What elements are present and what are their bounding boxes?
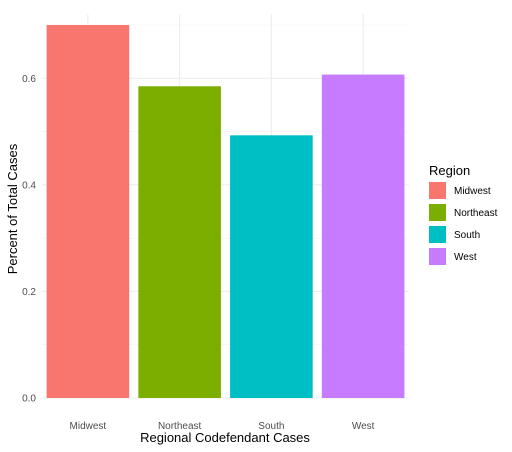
legend-label-south: South xyxy=(454,230,480,241)
y-tick-label: 0.4 xyxy=(22,180,36,191)
legend-swatch-south xyxy=(429,226,446,243)
bar-northeast xyxy=(138,86,221,399)
bar-midwest xyxy=(46,25,130,398)
x-axis-title: Regional Codefendant Cases xyxy=(140,430,310,445)
y-tick-label: 0.6 xyxy=(22,74,36,85)
y-tick-label: 0.0 xyxy=(22,394,36,405)
legend-swatch-midwest xyxy=(429,182,446,199)
x-tick-label: Midwest xyxy=(70,421,107,432)
y-axis-title: Percent of Total Cases xyxy=(5,143,20,274)
bars xyxy=(46,25,405,399)
legend-label-northeast: Northeast xyxy=(454,208,498,219)
x-tick-label: South xyxy=(258,421,284,432)
legend-label-west: West xyxy=(454,252,477,263)
legend-label-midwest: Midwest xyxy=(454,186,491,197)
bar-south xyxy=(230,135,313,398)
x-tick-label: Northeast xyxy=(158,421,202,432)
x-tick-label: West xyxy=(352,421,375,432)
legend-title: Region xyxy=(429,163,470,178)
y-axis-ticks: 0.0 0.2 0.4 0.6 xyxy=(22,74,36,405)
bar-west xyxy=(321,74,405,398)
legend-items: Midwest Northeast South West xyxy=(429,182,498,265)
legend-swatch-west xyxy=(429,248,446,265)
legend: Region Midwest Northeast South West xyxy=(429,163,498,265)
x-axis-ticks: Midwest Northeast South West xyxy=(70,421,375,432)
legend-swatch-northeast xyxy=(429,204,446,221)
y-tick-label: 0.2 xyxy=(22,287,36,298)
